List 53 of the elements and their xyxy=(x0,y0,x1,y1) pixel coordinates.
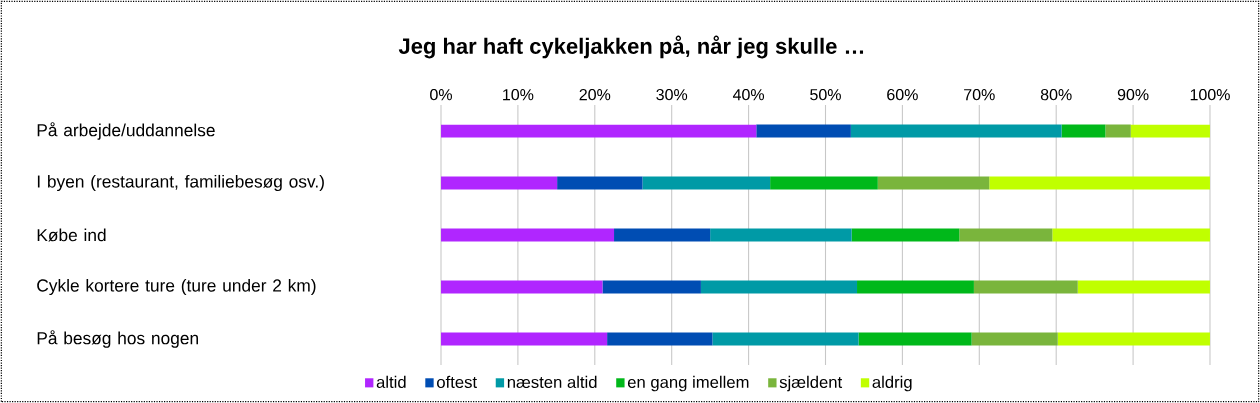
y-tick-label: Købe ind xyxy=(37,228,106,242)
bar xyxy=(642,176,771,190)
bar xyxy=(851,228,960,242)
bar xyxy=(756,124,851,138)
y-tick-label: På besøg hos nogen xyxy=(37,330,198,348)
bar xyxy=(1077,280,1210,294)
bar xyxy=(1057,332,1210,346)
x-tick-label: 40% xyxy=(732,88,765,101)
bar xyxy=(441,228,615,242)
x-tick-label: 90% xyxy=(1117,88,1149,101)
y-tick-label: I byen (restaurant, familiebesøg osv.) xyxy=(37,174,324,192)
x-tick-label: 70% xyxy=(964,88,995,101)
bar xyxy=(1052,228,1210,242)
x-tick-label: 0% xyxy=(430,88,452,101)
bar xyxy=(700,280,858,294)
bar xyxy=(973,280,1078,294)
bar xyxy=(971,332,1058,346)
bar xyxy=(607,332,713,346)
legend-label: sjældent xyxy=(779,375,843,392)
chart-title: Jeg har haft cykeljakken på, når jeg skulle … xyxy=(398,35,864,59)
legend-label: næsten altid xyxy=(507,375,597,389)
bar xyxy=(710,228,852,242)
bar xyxy=(1105,124,1131,138)
bar xyxy=(441,332,608,346)
x-tick-label: 30% xyxy=(656,88,688,101)
bar xyxy=(1061,124,1106,138)
legend-label: aldrig xyxy=(872,375,912,392)
bar xyxy=(1130,124,1210,138)
bar xyxy=(850,124,1062,138)
x-tick-label: 10% xyxy=(503,88,534,101)
bar xyxy=(441,280,603,294)
bar xyxy=(441,176,558,190)
y-tick-label: Cykle kortere ture (ture under 2 km) xyxy=(37,278,316,296)
bar xyxy=(602,280,701,294)
bar xyxy=(857,280,974,294)
bar xyxy=(770,176,878,190)
bar xyxy=(441,124,757,138)
x-tick-label: 20% xyxy=(579,88,611,101)
legend-label: altid xyxy=(376,375,406,389)
bar xyxy=(712,332,859,346)
x-tick-label: 80% xyxy=(1040,88,1072,101)
bar xyxy=(989,176,1210,190)
x-tick-label: 60% xyxy=(887,88,918,101)
x-tick-label: 100% xyxy=(1190,88,1230,101)
legend-label: en gang imellem xyxy=(627,375,749,392)
bar xyxy=(557,176,643,190)
bar xyxy=(959,228,1053,242)
x-tick-label: 50% xyxy=(810,88,841,101)
bar xyxy=(614,228,711,242)
bar xyxy=(858,332,972,346)
y-tick-label: På arbejde/uddannelse xyxy=(37,122,215,140)
legend-label: oftest xyxy=(437,375,477,389)
bar xyxy=(877,176,990,190)
